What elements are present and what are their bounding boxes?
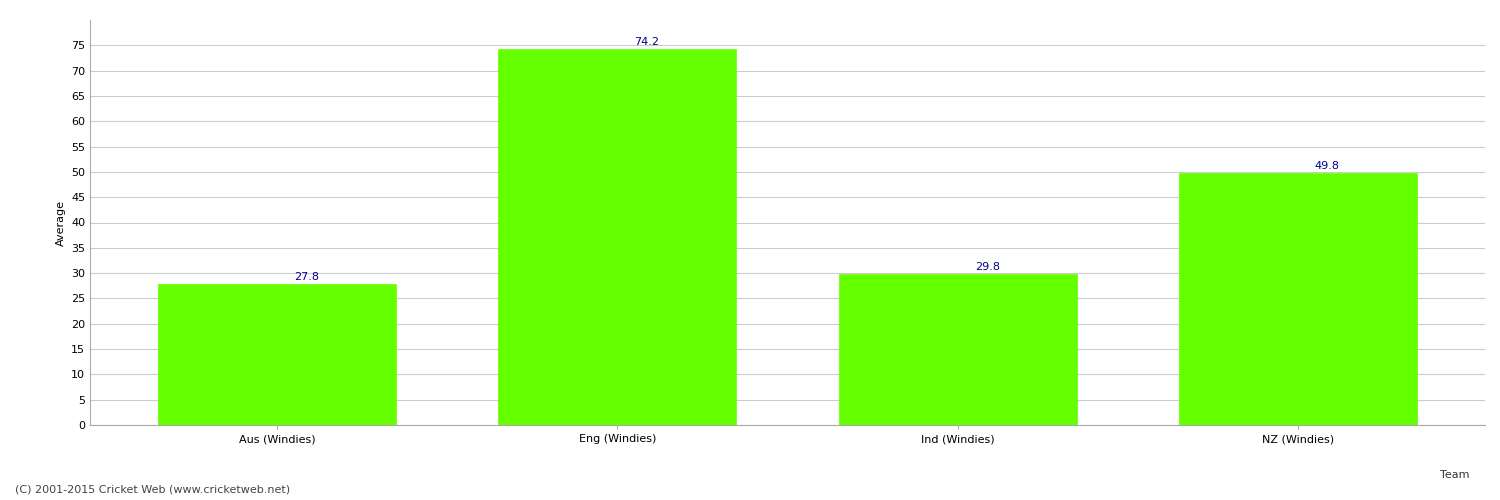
- Text: 29.8: 29.8: [975, 262, 999, 272]
- Text: 74.2: 74.2: [634, 38, 660, 48]
- Bar: [158, 284, 396, 425]
- Text: 27.8: 27.8: [294, 272, 320, 282]
- Text: (C) 2001-2015 Cricket Web (www.cricketweb.net): (C) 2001-2015 Cricket Web (www.cricketwe…: [15, 485, 290, 495]
- Bar: [498, 50, 736, 425]
- Bar: [1179, 173, 1418, 425]
- Y-axis label: Average: Average: [56, 200, 66, 246]
- Bar: [839, 274, 1077, 425]
- Text: Team: Team: [1440, 470, 1470, 480]
- Text: 49.8: 49.8: [1316, 161, 1340, 171]
